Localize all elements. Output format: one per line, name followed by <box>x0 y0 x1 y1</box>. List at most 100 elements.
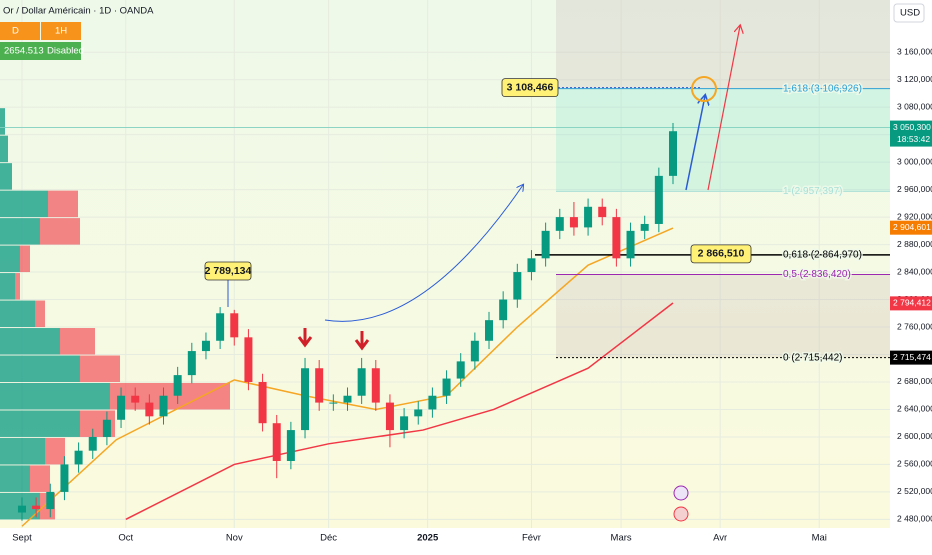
candle-body <box>329 402 338 404</box>
price-label: 2 904,601 <box>893 222 931 232</box>
price-label-box <box>890 220 932 235</box>
candle-body <box>244 337 253 382</box>
candle-body <box>32 505 41 510</box>
candle-body <box>117 395 126 420</box>
candle-body <box>272 423 281 461</box>
volume-profile-buy <box>0 245 20 273</box>
down-arrow <box>297 328 313 348</box>
candle-body <box>654 175 663 224</box>
moving-average <box>125 302 674 521</box>
fib-label: 1 (2 957,397) <box>783 186 843 197</box>
x-tick-label: Déc <box>320 533 337 544</box>
projection-arrow <box>685 96 705 191</box>
annotation-label: 3 108,466 <box>507 81 554 93</box>
event-icon[interactable] <box>673 485 689 501</box>
volume-profile-buy <box>0 190 48 218</box>
currency: USD <box>900 8 920 19</box>
volume-profile-buy <box>0 300 35 328</box>
candle-body <box>640 223 649 231</box>
button[interactable] <box>0 22 40 40</box>
y-tick-label: 2 560,000 <box>897 459 932 469</box>
candle-body <box>102 419 111 437</box>
y-tick-label: 2 520,000 <box>897 486 932 496</box>
candle-body <box>385 402 394 431</box>
candle-body <box>301 368 310 431</box>
event-icon[interactable] <box>673 506 689 522</box>
button-label: D <box>12 26 19 37</box>
candle-body <box>173 375 182 396</box>
x-tick-label: 2025 <box>417 533 439 544</box>
projection-arrow <box>707 26 740 191</box>
fib-zone <box>556 274 890 358</box>
candle-body <box>357 368 366 396</box>
candle-body <box>527 258 536 273</box>
candle-body <box>159 395 168 417</box>
candle-body <box>46 491 55 510</box>
candle-body <box>400 416 409 431</box>
annotation-label: 2 866,510 <box>698 248 745 260</box>
button[interactable] <box>41 22 81 40</box>
volume-profile-buy <box>0 355 80 382</box>
button-label: 1H <box>55 26 67 37</box>
fib-label: 0,5 (2 836,420) <box>783 269 851 280</box>
candle-body <box>485 320 494 341</box>
volume-profile-sell <box>20 245 30 273</box>
volume-profile-buy <box>0 437 45 465</box>
x-tick-label: Oct <box>118 533 133 544</box>
price-label-box <box>890 120 932 147</box>
candle-body <box>668 131 677 176</box>
candle-body <box>569 217 578 228</box>
fib-label: 1,618 (3 106,926) <box>783 83 862 94</box>
x-tick-label: Mai <box>812 533 827 544</box>
x-tick-label: Mars <box>611 533 632 544</box>
x-tick-label: Sept <box>12 533 32 544</box>
candle-body <box>187 351 196 376</box>
fib-zone <box>556 88 890 192</box>
symbol-title: Or / Dollar Américain · 1D · OANDA <box>3 6 154 17</box>
price-label-box <box>890 350 932 365</box>
volume-profile-buy <box>0 163 12 190</box>
annotation-box <box>690 244 752 264</box>
y-tick-label: 3 160,000 <box>897 46 932 56</box>
candle-body <box>74 450 83 465</box>
fib-label: 0 (2 715,442) <box>783 352 843 363</box>
candle-body <box>442 378 451 396</box>
volume-profile-sell <box>40 218 80 245</box>
candle-body <box>584 206 593 228</box>
y-tick-label: 2 920,000 <box>897 211 932 221</box>
fib-label: 0,618 (2 864,970) <box>783 250 862 261</box>
volume-profile-sell <box>30 465 50 492</box>
indicator-value: 2654.513 <box>4 46 44 57</box>
candle-body <box>145 402 154 417</box>
volume-profile-buy <box>0 410 80 437</box>
curve-arrow <box>324 185 523 322</box>
y-tick-label: 2 760,000 <box>897 321 932 331</box>
y-tick-label: 2 680,000 <box>897 376 932 386</box>
y-tick-label: 3 080,000 <box>897 101 932 111</box>
candle-body <box>343 395 352 403</box>
annotation-label: 2 789,134 <box>205 265 252 277</box>
candle-body <box>414 409 423 417</box>
price-label-time: 18:53:42 <box>897 134 930 144</box>
price-label-box <box>890 296 932 311</box>
indicator-status: Disabled <box>47 46 84 57</box>
y-tick-label: 2 840,000 <box>897 266 932 276</box>
candle-body <box>470 340 479 362</box>
volume-profile-buy <box>0 465 30 492</box>
price-label: 3 050,300 <box>893 122 931 132</box>
candle-body <box>499 299 508 321</box>
status-box <box>0 42 81 60</box>
volume-profile-buy <box>0 382 110 410</box>
currency-button[interactable] <box>893 3 925 23</box>
x-tick-label: Févr <box>522 533 541 544</box>
price-label: 2 794,412 <box>893 298 931 308</box>
candle-body <box>371 368 380 403</box>
volume-profile-sell <box>80 355 120 382</box>
candle-body <box>598 206 607 218</box>
x-tick-label: Nov <box>226 533 243 544</box>
volume-profile-buy <box>0 328 60 355</box>
volume-profile-buy <box>0 218 40 245</box>
volume-profile-sell <box>110 382 230 410</box>
volume-profile-sell <box>45 437 65 465</box>
